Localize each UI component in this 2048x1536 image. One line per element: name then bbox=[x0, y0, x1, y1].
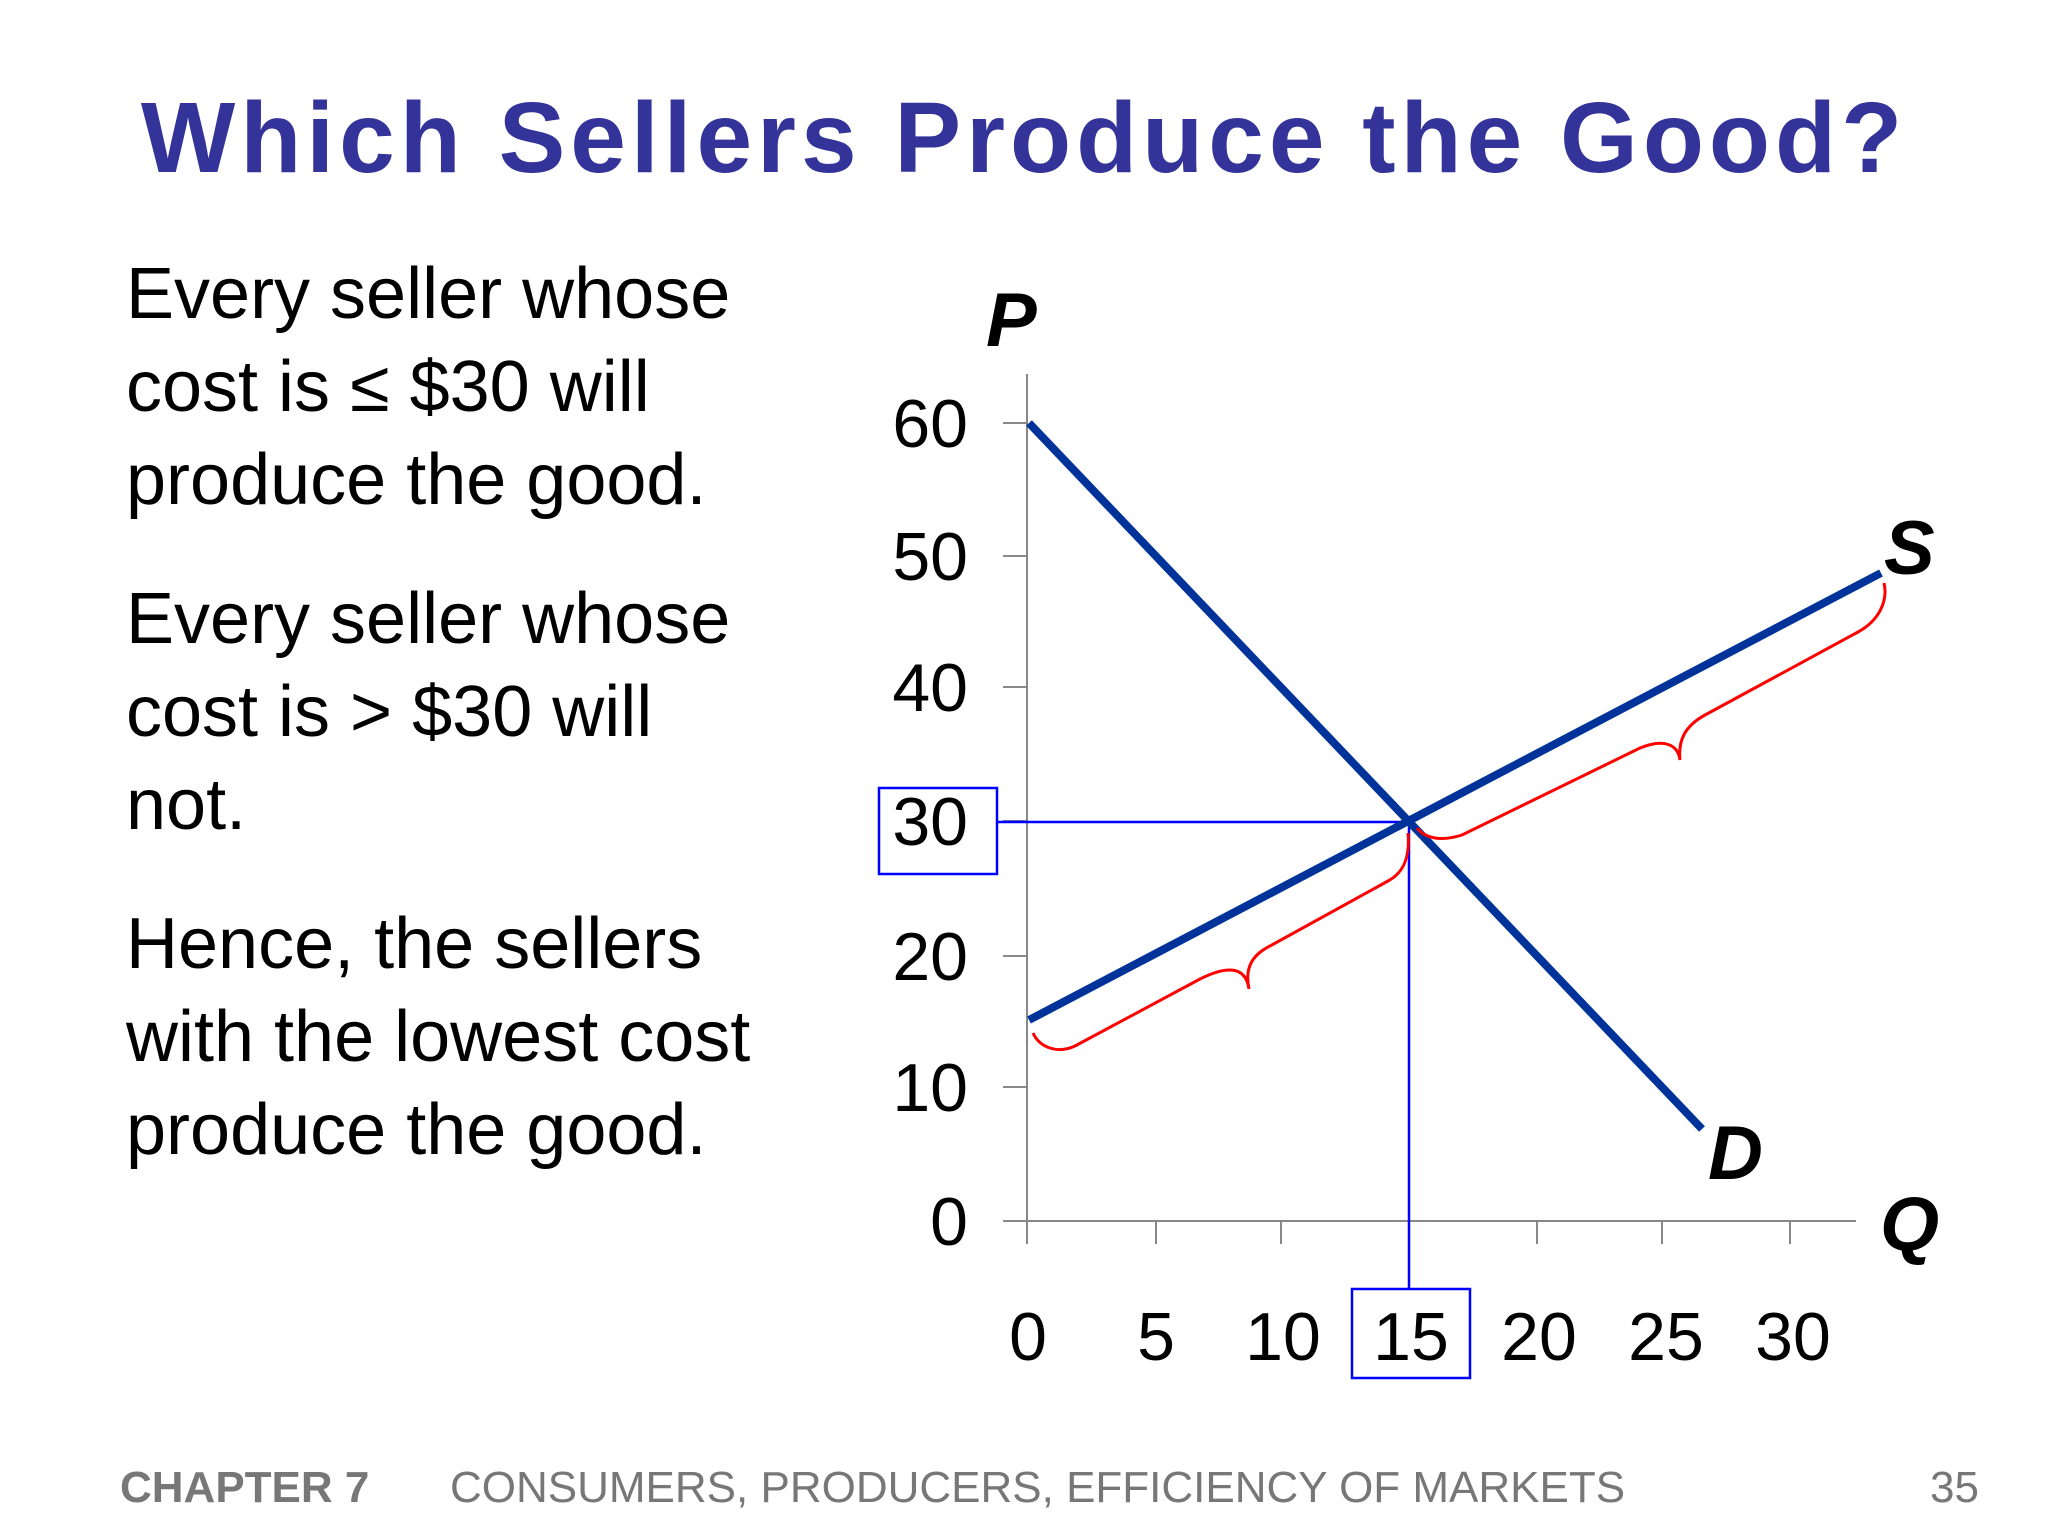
y-tick-label: 60 bbox=[892, 386, 968, 462]
paragraph-not-produce: Every seller whose cost is > $30 will no… bbox=[126, 573, 826, 852]
slide-title: Which Sellers Produce the Good? bbox=[140, 82, 1908, 194]
y-axis-label: P bbox=[986, 278, 1037, 363]
demand-curve-label: D bbox=[1708, 1111, 1763, 1196]
footer-title: CONSUMERS, PRODUCERS, EFFICIENCY OF MARK… bbox=[450, 1463, 1626, 1512]
y-tick-label: 40 bbox=[892, 650, 968, 726]
paragraph-produce: Every seller whose cost is ≤ $30 will pr… bbox=[126, 248, 826, 527]
y-tick-label: 10 bbox=[892, 1050, 968, 1126]
paragraph-conclusion: Hence, the sellers with the lowest cost … bbox=[126, 898, 826, 1177]
explanation-text: Every seller whose cost is ≤ $30 will pr… bbox=[126, 248, 826, 1223]
y-tick-labels: 0 10 20 30 40 50 60 bbox=[892, 386, 968, 1260]
text-line: produce the good. bbox=[126, 1090, 707, 1170]
x-tick-label: 25 bbox=[1628, 1299, 1704, 1375]
price-highlight-box bbox=[877, 786, 999, 876]
page-number: 35 bbox=[1930, 1463, 1979, 1512]
brace-low-cost-sellers bbox=[1031, 832, 1410, 1051]
x-axis-label: Q bbox=[1880, 1182, 1939, 1267]
text-line: Every seller whose bbox=[126, 579, 731, 659]
axes bbox=[1003, 374, 1856, 1244]
text-line: with the lowest cost bbox=[126, 997, 751, 1077]
text-line: Every seller whose bbox=[126, 254, 731, 334]
x-tick-label-highlighted: 15 bbox=[1373, 1299, 1449, 1375]
y-tick-label: 0 bbox=[930, 1184, 968, 1260]
demand-curve bbox=[1026, 420, 1705, 1132]
x-tick-labels: 0 5 10 15 20 25 30 bbox=[1009, 1299, 1831, 1375]
brace-high-cost-sellers bbox=[1415, 582, 1887, 840]
y-tick-label-highlighted: 30 bbox=[892, 784, 968, 860]
text-line: cost is ≤ $30 will bbox=[126, 347, 650, 427]
x-tick-label: 0 bbox=[1009, 1299, 1047, 1375]
x-tick-label: 30 bbox=[1755, 1299, 1831, 1375]
x-tick-label: 10 bbox=[1245, 1299, 1321, 1375]
y-tick-label: 20 bbox=[892, 919, 968, 995]
footer-chapter: CHAPTER 7 bbox=[120, 1463, 370, 1512]
supply-curve-label: S bbox=[1884, 506, 1935, 591]
text-line: produce the good. bbox=[126, 440, 707, 520]
y-tick-label: 50 bbox=[892, 519, 968, 595]
x-tick-label: 20 bbox=[1501, 1299, 1577, 1375]
text-line: not. bbox=[126, 765, 247, 845]
x-tick-label: 5 bbox=[1137, 1299, 1175, 1375]
text-line: Hence, the sellers bbox=[126, 904, 703, 984]
text-line: cost is > $30 will bbox=[126, 672, 653, 752]
quantity-highlight-box bbox=[1350, 1287, 1472, 1380]
supply-curve bbox=[1027, 569, 1883, 1024]
